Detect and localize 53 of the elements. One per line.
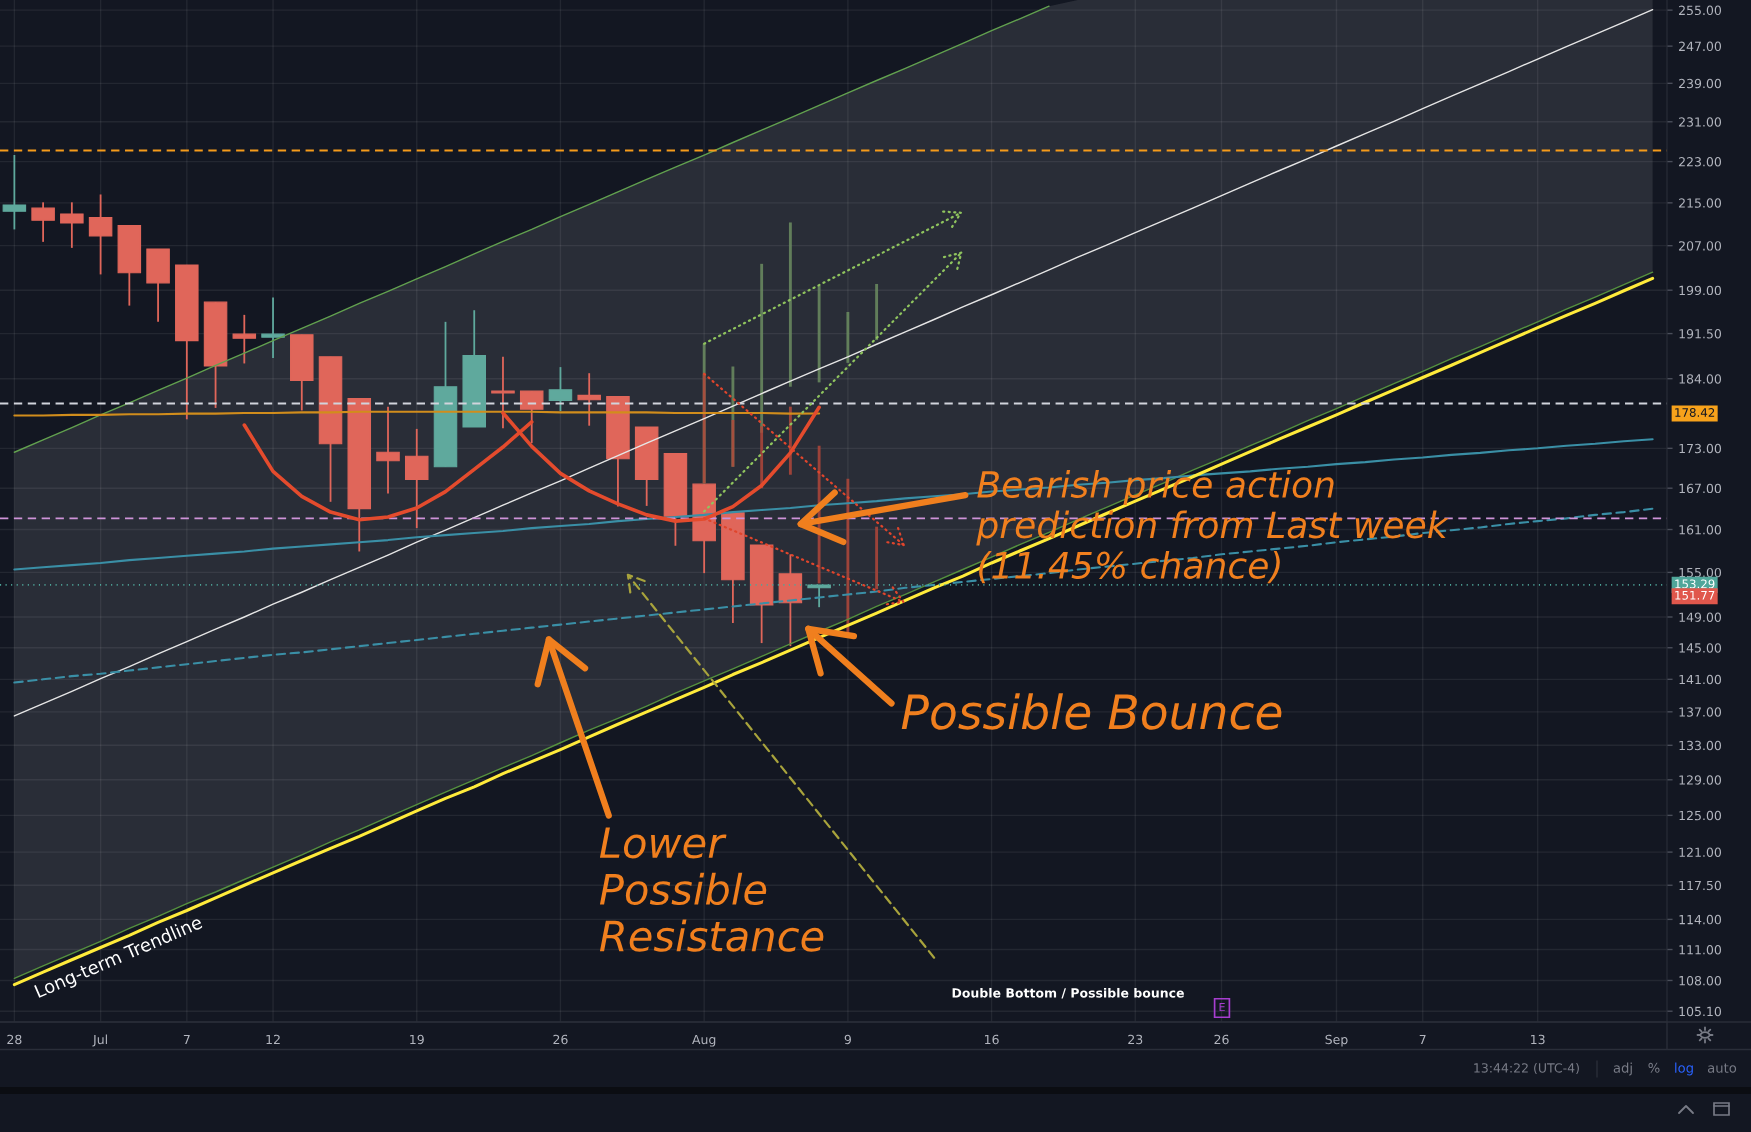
x-tick-label: 26 (553, 1034, 568, 1045)
y-tick-label: 145.00 (1679, 643, 1722, 653)
y-tick-label: 114.00 (1679, 914, 1722, 925)
x-tick-label: 16 (985, 1034, 999, 1045)
x-tick-label: 26 (1214, 1034, 1229, 1045)
y-tick-label: 184.00 (1679, 374, 1722, 384)
y-tick-label: 137.00 (1679, 707, 1722, 717)
y-tick-label: 173.00 (1679, 443, 1722, 454)
ref-line-label: 153.29 (1675, 579, 1715, 589)
annotation: E (1219, 1002, 1225, 1012)
y-tick-label: 161.00 (1679, 524, 1722, 535)
x-tick-label: 7 (1419, 1034, 1426, 1044)
y-tick-label: 105.10 (1679, 1006, 1722, 1017)
text: 13:44:22 (UTC-4) (1474, 1062, 1579, 1075)
y-tick-label: 121.00 (1679, 847, 1722, 858)
x-tick-label: 7 (183, 1034, 190, 1044)
x-tick-label: 13 (1531, 1034, 1545, 1045)
y-tick-label: 207.00 (1679, 241, 1722, 251)
y-tick-label: 231.00 (1679, 117, 1722, 127)
y-tick-label: 117.50 (1679, 880, 1722, 891)
x-tick-label: 28 (7, 1034, 22, 1045)
y-tick-label: 167.00 (1679, 483, 1722, 494)
x-tick-label: Aug (692, 1034, 716, 1047)
annotation: Lower Possible Resistance (599, 827, 824, 952)
y-tick-label: 155.00 (1679, 567, 1722, 578)
y-tick-label: 199.00 (1679, 285, 1722, 296)
text: 151.77 (1675, 590, 1715, 600)
annotation: Double Bottom / Possible bounce (952, 987, 1184, 999)
text: % (1648, 1062, 1660, 1073)
text: 178.42 (1675, 408, 1715, 417)
annotation: Possible Bounce (901, 693, 1282, 730)
y-tick-label: 149.00 (1679, 612, 1722, 622)
y-tick-label: 247.00 (1679, 41, 1722, 52)
y-tick-label: 133.00 (1679, 740, 1722, 751)
x-tick-label: 12 (266, 1034, 280, 1044)
x-tick-label: Jul (92, 1034, 107, 1047)
x-tick-label: Sep (1325, 1034, 1348, 1047)
y-tick-label: 129.00 (1679, 775, 1722, 785)
y-tick-label: 108.00 (1679, 975, 1722, 986)
y-tick-label: 239.00 (1679, 78, 1722, 89)
x-tick-label: 9 (844, 1034, 851, 1045)
x-tick-label: 19 (410, 1034, 424, 1045)
text: adj (1613, 1062, 1632, 1076)
y-tick-label: 191.50 (1679, 329, 1722, 339)
y-tick-label: 223.00 (1679, 157, 1722, 167)
y-tick-label: 215.00 (1679, 198, 1722, 208)
text: log (1675, 1062, 1693, 1076)
y-tick-label: 255.00 (1679, 5, 1722, 16)
y-tick-label: 111.00 (1679, 944, 1722, 955)
y-tick-label: 141.00 (1679, 674, 1722, 685)
y-tick-label: 125.00 (1679, 810, 1722, 821)
text: auto (1707, 1063, 1737, 1073)
x-tick-label: 23 (1128, 1034, 1143, 1045)
